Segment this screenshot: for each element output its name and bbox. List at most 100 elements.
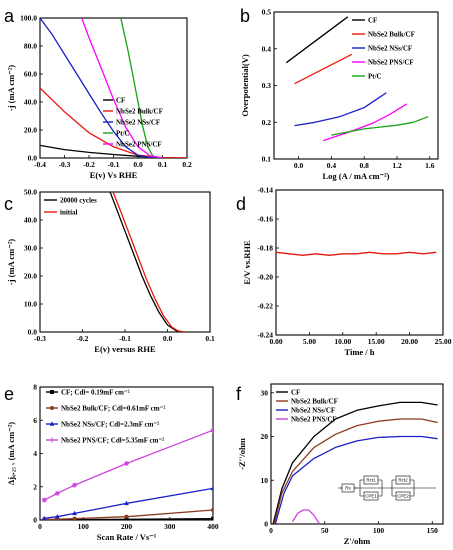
x-tick-label: 0 xyxy=(38,522,42,531)
legend-label: NbSe2 PNS/CF; Cdl=5.35mF cm⁻² xyxy=(61,437,164,445)
legend-label: NbSe2 NSs/CF xyxy=(368,45,412,53)
legend-label: CF xyxy=(368,17,377,25)
x-tick-label: 400 xyxy=(207,522,219,531)
x-tick-label: 1.2 xyxy=(392,161,402,170)
series-group xyxy=(276,251,437,256)
circuit-label: Rs xyxy=(345,486,351,491)
x-tick-label: 25.00 xyxy=(435,337,452,346)
legend-label: NbSe2 PNS/CF xyxy=(116,141,162,149)
series-group xyxy=(285,16,429,142)
legend-label: NbSe2 NSs/CF xyxy=(291,407,335,415)
x-tick-label: 100 xyxy=(373,526,385,535)
series-line-2 xyxy=(44,487,213,519)
series-line-3 xyxy=(291,509,320,524)
series-line-0 xyxy=(276,251,437,256)
y-tick-label: 0 xyxy=(33,516,37,525)
y-tick-label: -0.22 xyxy=(257,302,273,311)
y-axis-label: Δj₀.₂₅ ᵥ (mA cm⁻²) xyxy=(6,422,16,485)
x-tick-label: -0.3 xyxy=(59,160,71,169)
x-axis-label: Time / h xyxy=(344,347,374,357)
panel-letter: c xyxy=(4,194,13,214)
x-tick-label: 0.0 xyxy=(133,160,143,169)
series-group xyxy=(40,18,187,158)
y-tick-label: -0.20 xyxy=(257,273,273,282)
y-axis-label: -Z''/ohm xyxy=(237,438,247,470)
x-tick-label: 20.00 xyxy=(401,337,418,346)
circuit-element xyxy=(341,483,355,493)
series-line-0 xyxy=(109,192,183,332)
x-tick-label: -0.4 xyxy=(34,160,46,169)
data-point xyxy=(211,508,213,513)
x-tick-label: 0.00 xyxy=(269,337,282,346)
series-group xyxy=(272,401,438,524)
legend-label: CF xyxy=(116,97,125,105)
series-line-2 xyxy=(274,435,438,524)
y-tick-label: 0.0 xyxy=(28,154,38,163)
plot-frame xyxy=(39,17,188,159)
series-line-1 xyxy=(112,192,185,332)
panel-c: -0.3 -0.2 -0.1 0.0 0.1 0.0 10.0 20.0 30.0 40.0 50.… xyxy=(4,188,215,355)
series-group xyxy=(41,427,213,520)
x-tick-label: -0.1 xyxy=(108,160,120,169)
x-tick-label: 0.8 xyxy=(360,161,370,170)
y-tick-label: 30 xyxy=(261,388,269,397)
data-point xyxy=(124,514,129,519)
y-tick-label: 10.0 xyxy=(24,300,37,309)
legend-label: NbSe2 NSs/CF xyxy=(116,119,160,127)
legend-label: NbSe2 Bulk/CF xyxy=(116,108,163,116)
series-line-4 xyxy=(331,116,429,136)
legend-label: NbSe2 Bulk/CF xyxy=(368,31,415,39)
series-group xyxy=(109,192,185,332)
y-tick-label: 0.3 xyxy=(262,81,272,90)
y-tick-label: 0.5 xyxy=(262,8,272,17)
y-tick-label: -0.14 xyxy=(257,186,273,195)
y-axis-label: -j (mA cm⁻²) xyxy=(6,65,16,111)
data-point xyxy=(72,516,77,520)
y-tick-label: 6 xyxy=(33,416,37,425)
x-tick-label: -0.2 xyxy=(83,160,95,169)
y-tick-label: 0.0 xyxy=(28,328,38,337)
data-point xyxy=(54,514,60,519)
y-tick-label: 20.0 xyxy=(24,272,37,281)
circuit-element xyxy=(395,491,411,501)
legend-marker xyxy=(50,390,54,394)
data-point xyxy=(211,516,213,520)
y-tick-label: 0.2 xyxy=(262,118,272,127)
y-tick-label: 40.0 xyxy=(24,216,37,225)
x-tick-label: 5.00 xyxy=(303,337,316,346)
legend-label: 20000 cycles xyxy=(60,197,97,205)
panel-letter: a xyxy=(4,6,15,26)
y-tick-label: 20.0 xyxy=(24,126,37,135)
y-tick-label: 8 xyxy=(33,383,37,392)
circuit-label: CPE2 xyxy=(397,494,409,499)
x-tick-label: 0.4 xyxy=(327,161,337,170)
panel-letter: f xyxy=(236,384,242,404)
x-axis-label: Z'/ohm xyxy=(344,536,370,546)
x-tick-label: 300 xyxy=(164,522,176,531)
circuit-element xyxy=(363,491,379,501)
y-tick-label: 100.0 xyxy=(20,14,37,23)
data-point xyxy=(210,485,213,491)
circuit-label: Rct2 xyxy=(398,478,408,483)
x-tick-label: 0.2 xyxy=(182,160,192,169)
legend-label: NbSe2 Bulk/CF; Cdl=0.61mF cm⁻² xyxy=(61,405,165,413)
legend-label: NbSe2 Bulk/CF xyxy=(291,398,338,406)
panel-letter: b xyxy=(240,6,250,26)
legend-marker xyxy=(50,406,54,410)
series-line-0 xyxy=(272,401,438,524)
legend-label: Pt/C xyxy=(368,73,382,81)
x-tick-label: 0.0 xyxy=(294,161,304,170)
y-tick-label: 0.4 xyxy=(262,44,272,53)
data-point xyxy=(72,482,78,488)
y-tick-label: 50.0 xyxy=(24,188,37,197)
y-axis-label: Overpotential(V) xyxy=(240,54,250,116)
legend-marker xyxy=(49,437,55,443)
legend-label: NbSe2 PNS/CF xyxy=(291,416,337,424)
circuit-element xyxy=(395,475,411,485)
x-tick-label: 0.1 xyxy=(158,160,168,169)
legend-label: CF xyxy=(291,389,300,397)
data-point xyxy=(124,460,129,466)
x-tick-label: 15.00 xyxy=(368,337,385,346)
x-tick-label: 200 xyxy=(121,522,133,531)
